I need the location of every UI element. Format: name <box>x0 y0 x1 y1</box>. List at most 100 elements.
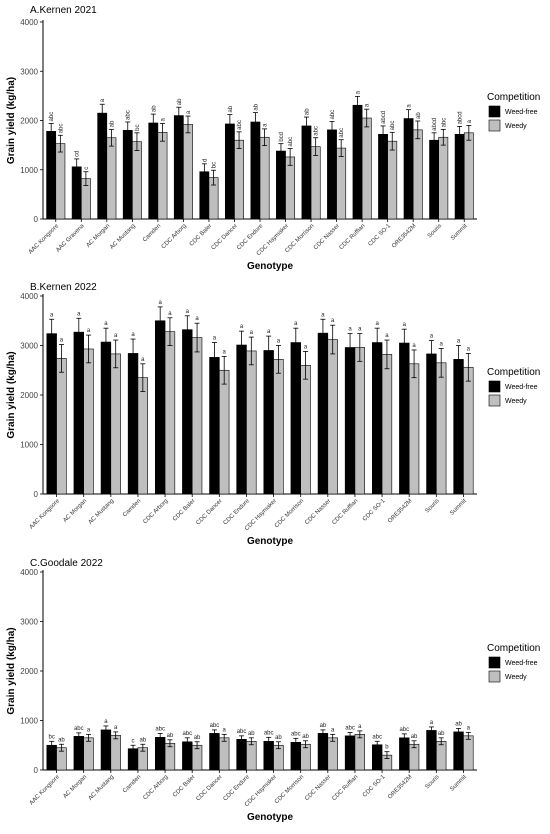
significance-letter: a <box>457 339 461 345</box>
x-tick-label: CDC Endure <box>223 774 252 803</box>
bar-weed-free <box>403 118 414 220</box>
bar-weed-free <box>426 730 437 771</box>
bar-weed-free <box>378 133 388 220</box>
x-tick-label: Summit <box>449 774 468 793</box>
significance-letter: a <box>168 311 172 317</box>
legend-label: Weedy <box>505 674 527 681</box>
y-axis-title: Grain yield (kg/ha) <box>6 627 17 714</box>
x-tick-label: Souris <box>427 223 443 239</box>
significance-letter: a <box>348 327 352 333</box>
x-axis-title: Genotype <box>247 261 294 272</box>
significance-letter: a <box>186 309 190 315</box>
significance-letter: abc <box>155 726 165 732</box>
bar-weedy <box>327 339 338 495</box>
significance-letter: a <box>294 321 298 327</box>
significance-letter: a <box>304 344 308 350</box>
significance-letter: bc <box>49 734 55 740</box>
x-tick-label: AAC Kongsore <box>29 498 62 531</box>
bar-weed-free <box>454 133 465 220</box>
bar-weed-free <box>148 122 159 220</box>
x-tick-label: CDC Ruffian <box>331 498 359 526</box>
x-tick-label: CDC Baler <box>189 223 214 248</box>
x-tick-label: CDC Nasser <box>304 774 332 802</box>
legend-swatch-weedy <box>488 670 501 683</box>
x-tick-label: ORE3542M <box>387 774 413 800</box>
bar-weedy <box>336 147 347 220</box>
y-tick-label: 3000 <box>20 67 38 76</box>
x-tick-label: AC Morgan <box>62 774 88 800</box>
significance-letter: abc <box>390 121 396 131</box>
significance-letter: ab <box>109 120 115 127</box>
x-tick-label: CDC Baler <box>172 774 197 799</box>
x-tick-label: AAC Kongsore <box>29 774 62 807</box>
bar-weedy <box>132 141 142 220</box>
bar-weed-free <box>236 344 247 495</box>
x-axis-title: Genotype <box>247 536 294 547</box>
significance-letter: a <box>131 332 135 338</box>
significance-letter: a <box>213 336 217 342</box>
y-axis-title: Grain yield (kg/ha) <box>6 77 17 164</box>
significance-letter: a <box>87 328 91 334</box>
significance-letter: a <box>159 300 163 306</box>
bar-weed-free <box>263 350 274 495</box>
bar-weedy <box>246 350 257 495</box>
bar-weed-free <box>301 125 312 220</box>
bar-weedy <box>310 146 321 220</box>
bar-weed-free <box>73 736 84 771</box>
x-tick-label: CDC Morrison <box>274 498 305 529</box>
bar-weedy <box>436 740 447 771</box>
legend-label: Weedy <box>505 123 527 130</box>
bar-weedy <box>191 337 203 495</box>
x-tick-label: CDC Arborg <box>161 223 188 250</box>
bar-weed-free <box>453 731 464 771</box>
bar-weedy <box>354 347 366 495</box>
bar-weedy <box>157 132 168 220</box>
panel-1: A.Kernen 2021 0 1000 2000 3000 4000 Grain yiel… <box>6 5 540 272</box>
bar-weedy <box>259 136 270 220</box>
bar-weedy <box>273 359 284 495</box>
significance-letter: ab <box>194 735 201 741</box>
x-tick-label: ORE3542M <box>391 223 417 249</box>
bar-weedy <box>361 117 372 220</box>
x-tick-label: Souris <box>424 774 440 790</box>
x-tick-label: AC Morgan <box>62 498 88 524</box>
significance-letter: a <box>407 104 413 108</box>
y-tick-label: 2000 <box>20 667 38 676</box>
significance-letter: a <box>240 324 244 330</box>
significance-letter: a <box>186 110 192 114</box>
significance-letter: abc <box>237 120 243 130</box>
bar-weedy <box>463 366 474 495</box>
bar-weed-free <box>122 130 133 220</box>
bar-weedy <box>387 140 398 220</box>
bar-weedy <box>137 377 149 495</box>
significance-letter: a <box>114 333 118 339</box>
significance-letter: ab <box>416 112 422 119</box>
bar-weedy <box>183 124 193 220</box>
bar-weed-free <box>97 112 108 220</box>
x-tick-label: CDC Ruffian <box>339 223 367 251</box>
bar-weed-free <box>209 733 220 771</box>
y-tick-label: 4000 <box>20 568 38 577</box>
x-tick-label: AC Mustang <box>88 774 116 802</box>
legend-swatch-weedy <box>488 394 501 407</box>
bar-weed-free <box>46 131 57 220</box>
significance-letter: abc <box>237 729 247 735</box>
x-tick-label: Summit <box>450 223 469 242</box>
significance-letter: abc <box>441 118 447 128</box>
significance-letter: a <box>430 334 434 340</box>
significance-letter: ab <box>139 737 146 743</box>
panel-title: C.Goodale 2022 <box>30 558 103 569</box>
significance-letter: ab <box>248 731 255 737</box>
legend-swatch-weed-free <box>488 105 501 118</box>
significance-letter: ab <box>275 735 282 741</box>
bar-weedy <box>412 129 423 220</box>
significance-letter: abc <box>182 731 192 737</box>
bar-weedy <box>438 136 449 220</box>
bar-weed-free <box>127 353 139 495</box>
x-tick-label: CDC Nasser <box>313 223 341 251</box>
y-tick-label: 1000 <box>20 717 38 726</box>
significance-letter: a <box>356 90 362 94</box>
x-tick-label: CDC Morrison <box>274 774 305 805</box>
x-tick-label: CDC Arborg <box>142 774 169 801</box>
y-tick-label: 4000 <box>20 292 38 301</box>
